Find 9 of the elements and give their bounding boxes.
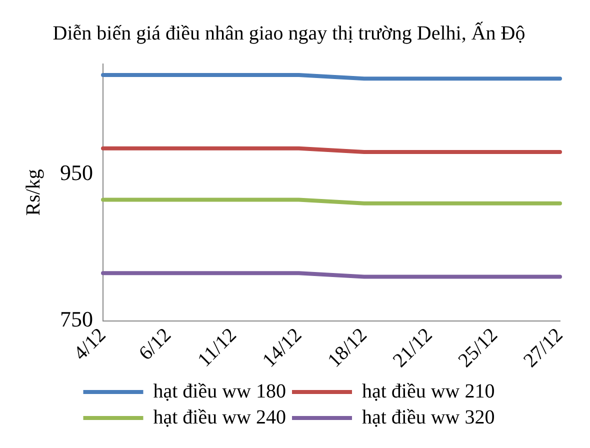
legend-label: hạt điều ww 180 — [153, 380, 286, 402]
x-tick-label: 6/12 — [134, 324, 176, 365]
y-tick-label: 750 — [60, 306, 93, 332]
legend-label: hạt điều ww 240 — [153, 406, 286, 428]
y-tick-label: 950 — [60, 160, 93, 185]
legend-label: hạt điều ww 210 — [362, 380, 495, 402]
chart-title: Diễn biến giá điều nhân giao ngay thị trường Delhi, Ấn Độ — [52, 21, 526, 44]
y-axis-title: Rs/kg — [22, 169, 44, 216]
legend-label: hạt điều ww 320 — [362, 406, 495, 428]
